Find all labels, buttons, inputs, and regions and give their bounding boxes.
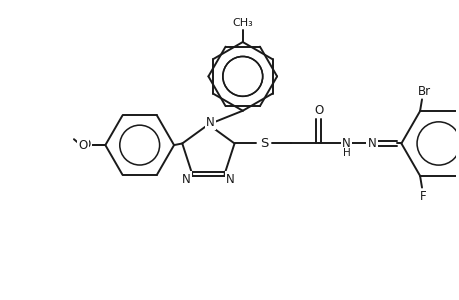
Text: N: N	[225, 172, 234, 186]
Text: O: O	[78, 139, 87, 152]
Text: O: O	[81, 138, 90, 151]
Text: CH₃: CH₃	[232, 18, 252, 28]
Text: N: N	[341, 137, 350, 150]
Text: F: F	[419, 190, 425, 203]
Text: S: S	[259, 137, 268, 150]
Text: Br: Br	[416, 85, 430, 98]
Text: N: N	[367, 137, 375, 150]
Text: O: O	[313, 103, 323, 117]
Text: N: N	[182, 172, 190, 186]
Text: H: H	[342, 148, 350, 158]
Text: N: N	[206, 116, 214, 129]
